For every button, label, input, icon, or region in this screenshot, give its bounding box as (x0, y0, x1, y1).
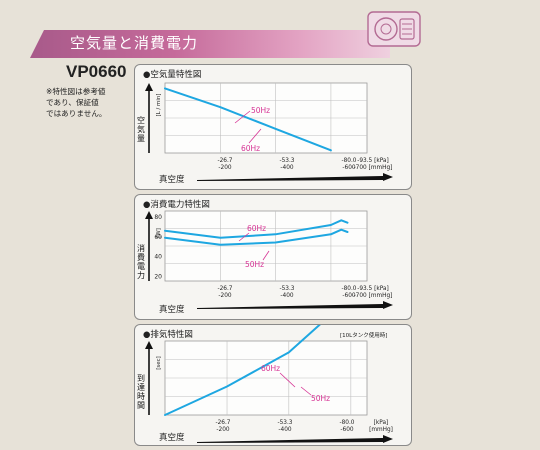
x-tick-kpa: -53.3 (278, 420, 293, 426)
x-axis-arrow (197, 173, 393, 181)
y-axis-label-char: 達 (137, 382, 145, 392)
y-axis-label-char: 電 (137, 262, 145, 271)
x-tick-kpa: -80.0 (340, 420, 355, 426)
evacuation-chart-title: ●排気特性図 (143, 330, 193, 340)
disclaimer-line: ではありません。 (46, 109, 107, 118)
y-axis-label-char: 時 (137, 392, 145, 401)
callout-leader (248, 128, 262, 144)
x-tick-mmhg: -200 (218, 293, 231, 299)
x-tick-mmhg: -600 (342, 165, 355, 171)
x-tick-kpa: -93.5 [kPa] (357, 158, 389, 164)
y-tick-label: 40 (154, 254, 162, 261)
evacuation-chart-panel: ●排気特性図 [10Lタンク使用時] [sec] 到達時間 -26.7 -200 -53… (134, 324, 412, 446)
power-chart-svg: [W] 消費電力 80 60 40 20 -26.7-200 -53.3-400 -80.0-6… (137, 210, 393, 309)
y-axis-label-char: 到 (137, 374, 145, 383)
series-line-50Hz (164, 87, 332, 152)
x-tick-mmhg: -600 (342, 293, 355, 299)
x-tick-kpa: -26.7 (218, 158, 233, 164)
x-tick-mmhg: -400 (280, 293, 293, 299)
y-axis-arrowhead (145, 341, 153, 349)
airflow-chart-panel: ●空気量特性図 [L / min] 空気量 -26.7 -200 -53.3 -400 -8… (134, 64, 412, 190)
airflow-chart-svg: [L / min] 空気量 -26.7-200 -53.3-400 -80.0-600-… (137, 82, 393, 181)
y-axis-label-char: 量 (137, 134, 145, 143)
x-tick-mmhg: -200 (216, 427, 229, 433)
y-axis-unit: [L / min] (156, 93, 162, 116)
y-tick-label: 80 (154, 214, 162, 221)
pump-icon (367, 11, 421, 47)
series-line-60Hz (164, 325, 321, 416)
power-chart-panel: ●消費電力特性図 [W] 消費電力 80 60 40 20 -26.7 -200 -53.3 -4… (134, 194, 412, 320)
x-tick-kpa: -53.3 (280, 286, 295, 292)
callout-leader (234, 110, 251, 124)
y-axis-label-char: 費 (137, 252, 145, 262)
callout-label: 60Hz (261, 364, 280, 373)
x-tick-kpa: -80.0 (342, 158, 357, 164)
header-band (30, 30, 390, 58)
x-tick-mmhg: -400 (278, 427, 291, 433)
callout-label: 50Hz (245, 260, 264, 269)
x-tick-kpa: -26.7 (216, 420, 231, 426)
x-tick-kpa: -26.7 (218, 286, 233, 292)
x-tick-mmhg: -200 (218, 165, 231, 171)
x-tick-mmhg: [mmHg] (369, 427, 393, 433)
callout-label: 60Hz (247, 224, 266, 233)
x-tick-mmhg: -700 [mmHg] (354, 165, 393, 171)
y-axis-unit: [sec] (156, 356, 162, 370)
callout-leader (300, 386, 312, 396)
y-tick-label: 60 (154, 234, 162, 241)
model-name: VP0660 (66, 62, 127, 81)
callout-leader (238, 232, 250, 242)
callout-leader (262, 250, 270, 261)
y-axis-arrowhead (145, 83, 153, 91)
x-tick-kpa: -93.5 [kPa] (357, 286, 389, 292)
disclaimer-line: ※特性図は参考値 (46, 87, 106, 96)
x-axis-label: 真空度 (159, 175, 185, 185)
tank-note: [10Lタンク使用時] (340, 333, 388, 339)
disclaimer-note: ※特性図は参考値 であり、保証値 ではありません。 (46, 86, 140, 119)
y-axis-unit: [W] (156, 228, 162, 238)
callout-label: 60Hz (241, 144, 260, 153)
x-tick-kpa: -80.0 (342, 286, 357, 292)
x-axis-label: 真空度 (159, 305, 185, 315)
x-tick-kpa: -53.3 (280, 158, 295, 164)
x-axis-arrow (197, 301, 393, 309)
x-tick-mmhg: -700 [mmHg] (354, 293, 393, 299)
y-axis-label-char: 力 (137, 270, 145, 280)
x-axis-arrow (197, 435, 393, 443)
x-tick-mmhg: -600 (340, 427, 353, 433)
callout-leader (279, 372, 296, 388)
power-chart-title: ●消費電力特性図 (143, 200, 210, 210)
series-line-50Hz (164, 228, 349, 246)
airflow-chart-title: ●空気量特性図 (143, 70, 202, 80)
x-tick-mmhg: -400 (280, 165, 293, 171)
page-title: 空気量と消費電力 (70, 34, 199, 52)
y-axis-label-char: 気 (137, 124, 145, 134)
callout-label: 50Hz (251, 106, 270, 115)
y-axis-arrowhead (145, 211, 153, 219)
disclaimer-line: であり、保証値 (46, 98, 99, 107)
series-line-60Hz (164, 219, 349, 239)
y-tick-label: 20 (154, 274, 162, 281)
callout-label: 50Hz (311, 394, 330, 403)
y-axis-label-char: 間 (137, 401, 145, 410)
x-axis-label: 真空度 (159, 433, 185, 443)
y-axis-label-char: 消 (137, 243, 145, 253)
y-axis-label-char: 空 (137, 115, 145, 125)
x-tick-kpa: [kPa] (374, 420, 389, 426)
